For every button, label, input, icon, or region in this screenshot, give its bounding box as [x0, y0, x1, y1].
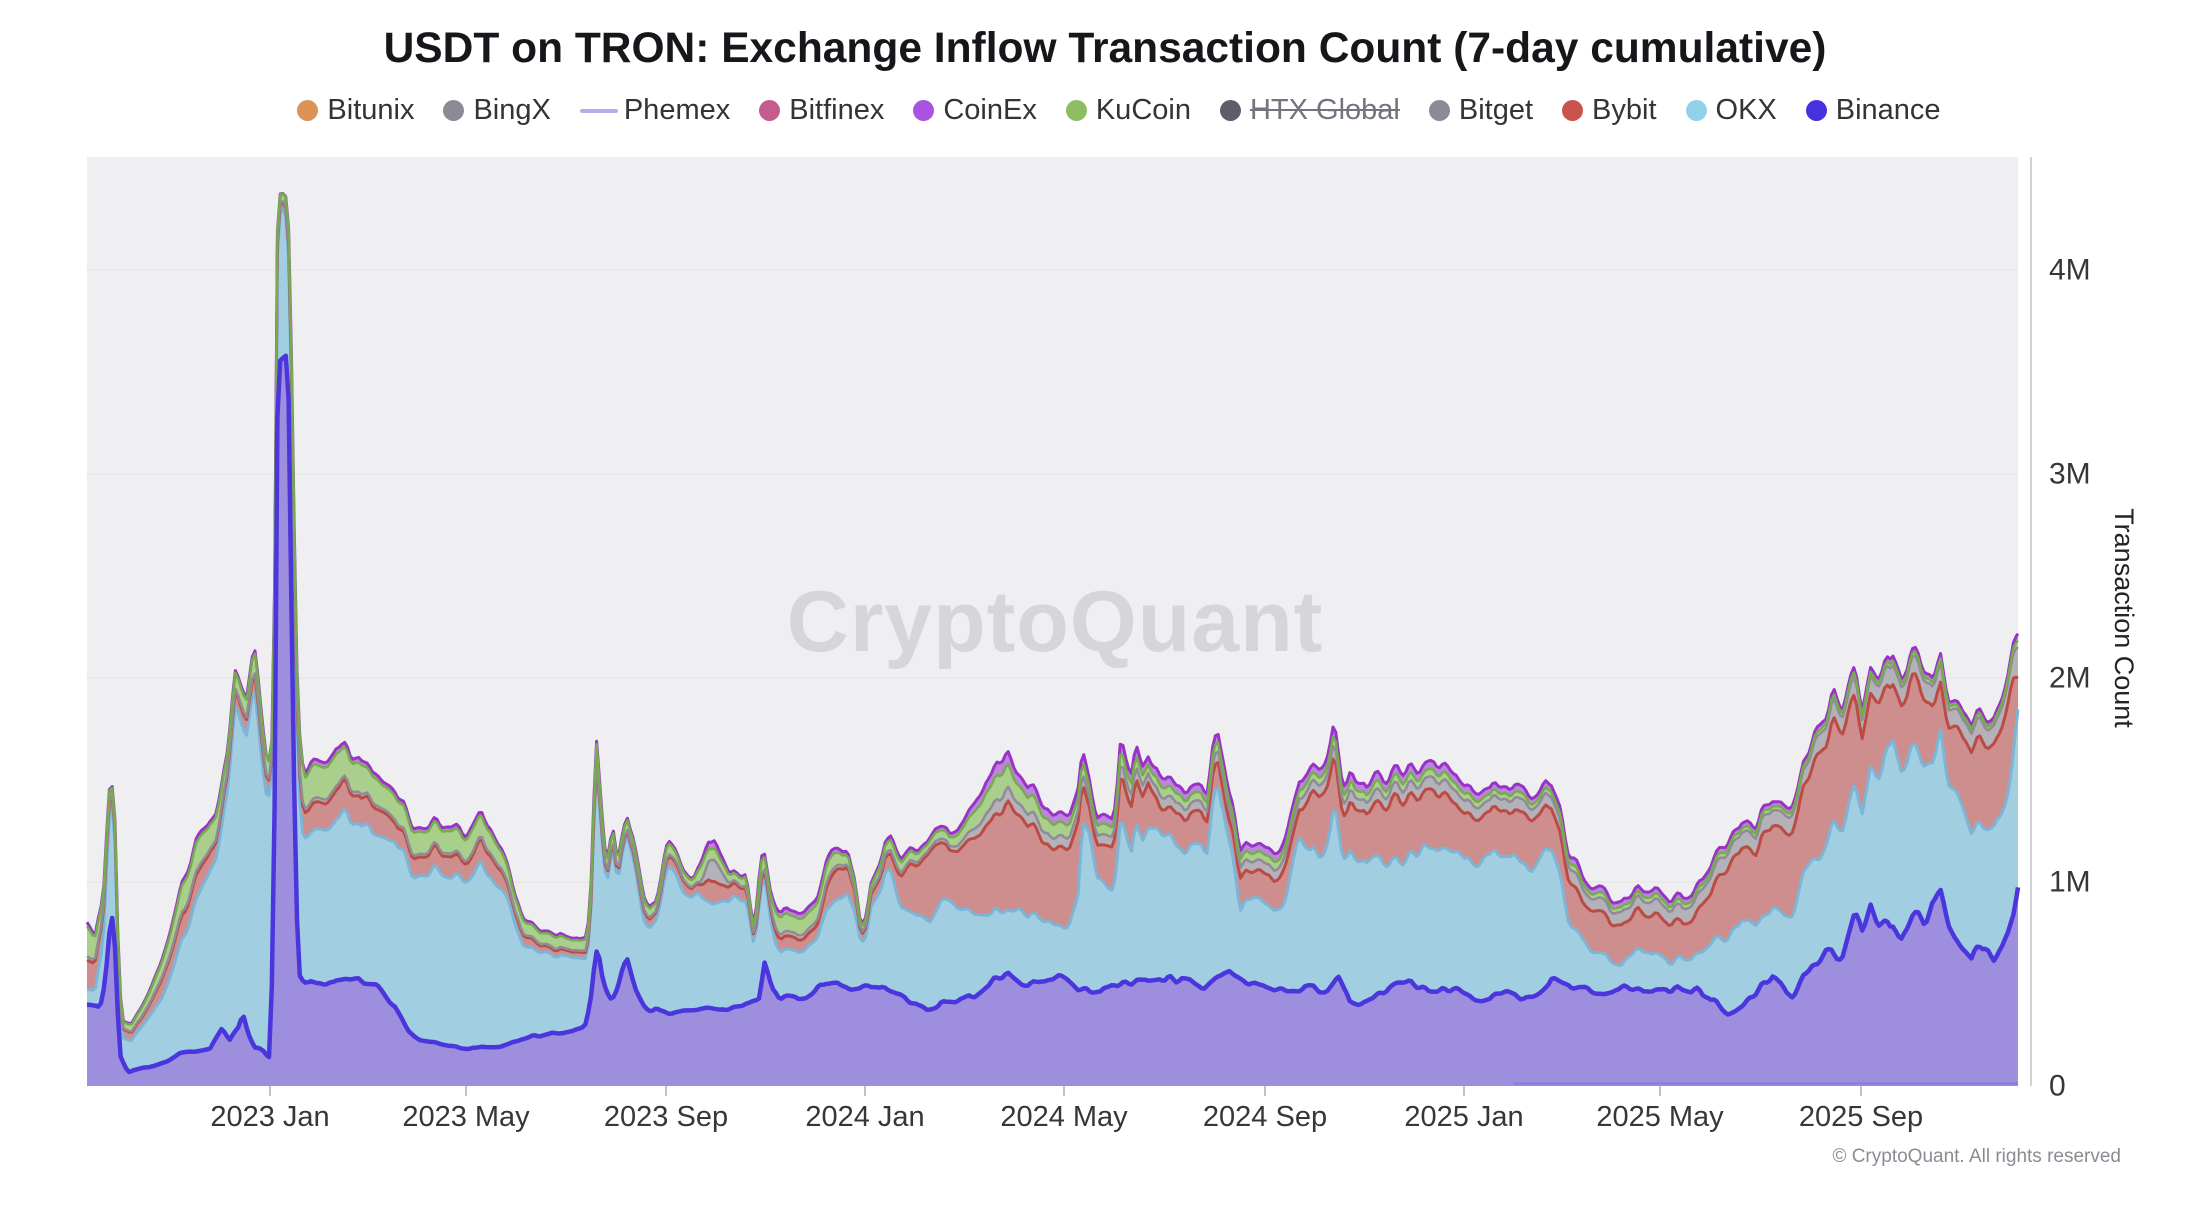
svg-text:0: 0	[2049, 1070, 2066, 1103]
svg-text:2024 May: 2024 May	[1000, 1101, 1128, 1133]
svg-text:2025 Sep: 2025 Sep	[1799, 1101, 1923, 1133]
svg-text:2023 May: 2023 May	[402, 1101, 530, 1133]
svg-text:Transaction Count: Transaction Count	[2109, 508, 2139, 728]
svg-text:2024 Sep: 2024 Sep	[1203, 1101, 1327, 1133]
svg-text:2023 Jan: 2023 Jan	[210, 1101, 329, 1133]
svg-text:4M: 4M	[2049, 254, 2091, 287]
svg-text:2025 May: 2025 May	[1596, 1101, 1724, 1133]
svg-text:2025 Jan: 2025 Jan	[1404, 1101, 1523, 1133]
svg-text:CryptoQuant: CryptoQuant	[787, 574, 1324, 670]
svg-text:1M: 1M	[2049, 866, 2091, 899]
svg-text:2024 Jan: 2024 Jan	[805, 1101, 924, 1133]
svg-text:2023 Sep: 2023 Sep	[604, 1101, 728, 1133]
svg-text:3M: 3M	[2049, 458, 2091, 491]
svg-text:2M: 2M	[2049, 662, 2091, 695]
